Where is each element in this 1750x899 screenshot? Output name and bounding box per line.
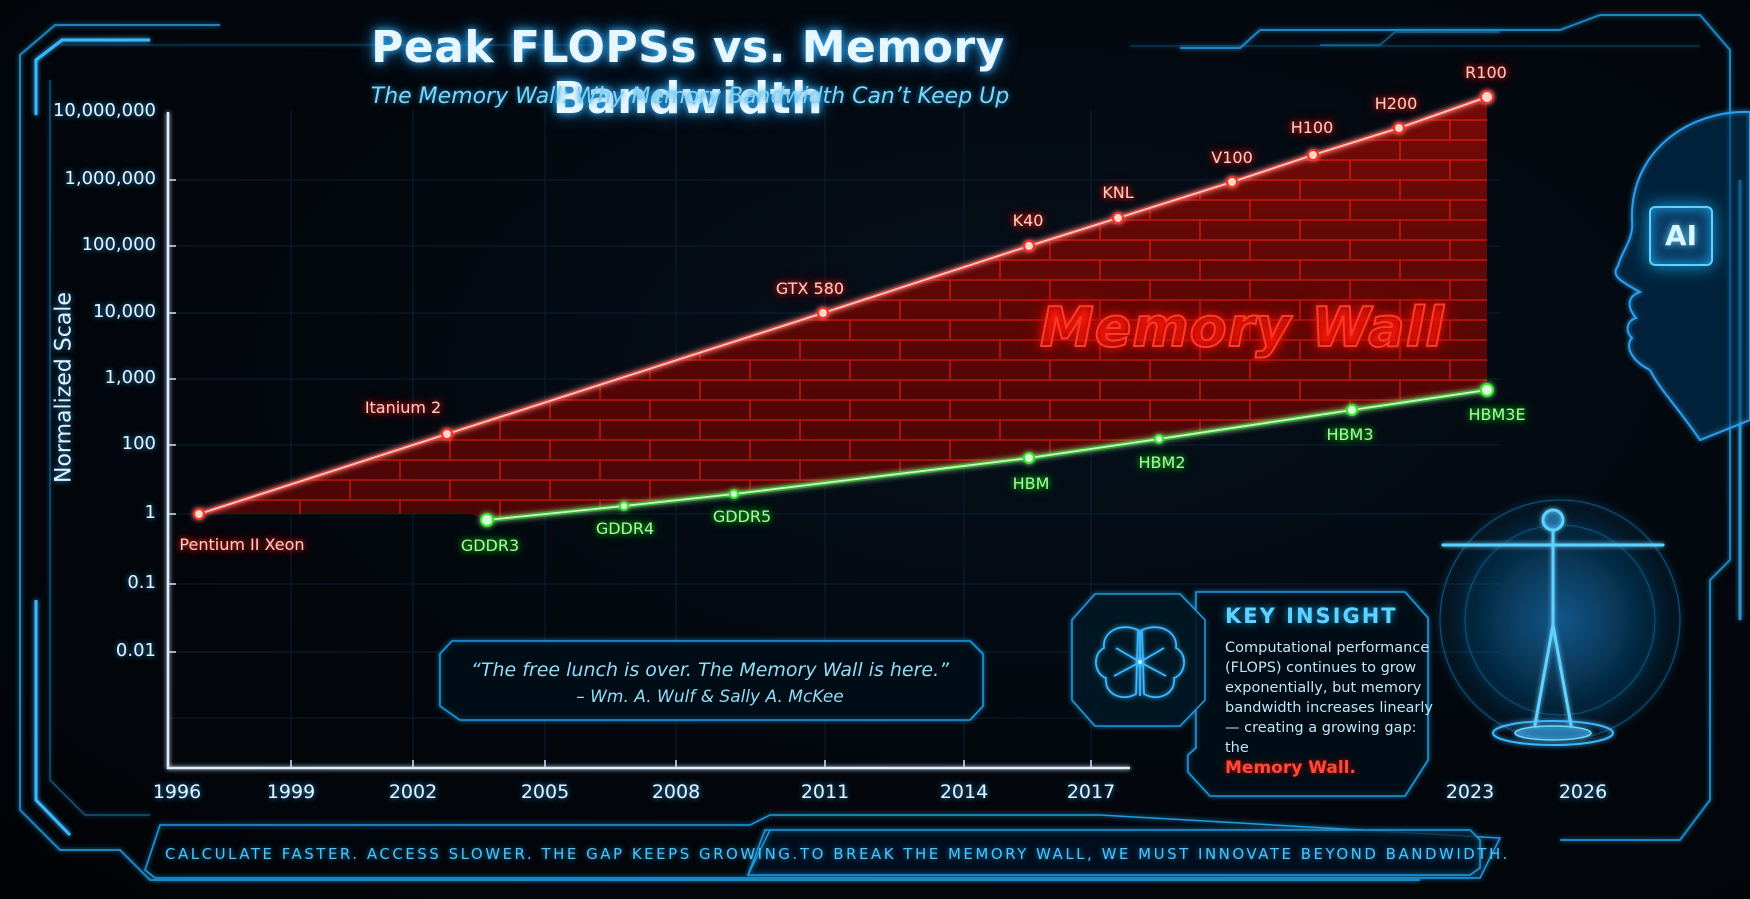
bandwidth-point-label: HBM3 [1326, 425, 1374, 444]
flops-point [1023, 240, 1035, 252]
x-tick-label: 1996 [152, 781, 202, 803]
flops-point-label: GTX 580 [775, 279, 845, 298]
hologram-figure-illustration [1430, 490, 1690, 750]
ai-head-illustration [1614, 110, 1750, 442]
x-tick-label: 2023 [1445, 781, 1495, 803]
flops-point [441, 428, 453, 440]
bandwidth-point-label: HBM [1012, 474, 1050, 493]
x-tick-label: 1999 [266, 781, 316, 803]
flops-point [1307, 149, 1319, 161]
x-tick-label: 2005 [520, 781, 570, 803]
bandwidth-point [480, 513, 494, 527]
flops-point-label: R100 [1465, 63, 1507, 82]
insight-title: KEY INSIGHT [1225, 604, 1398, 628]
flops-point-label: KNL [1102, 183, 1134, 202]
bandwidth-series [480, 383, 1494, 527]
y-tick-label: 100,000 [81, 234, 156, 255]
footer-right-text: TO BREAK THE MEMORY WALL, WE MUST INNOVA… [800, 845, 1510, 863]
insight-body: Computational performance (FLOPS) contin… [1225, 638, 1435, 779]
flops-point-label: Pentium II Xeon [179, 535, 305, 554]
flops-point [817, 307, 829, 319]
y-tick-label: 10,000 [93, 301, 156, 322]
footer-left-text: CALCULATE FASTER. ACCESS SLOWER. THE GAP… [165, 845, 800, 863]
flops-point-label: H200 [1374, 94, 1418, 113]
y-tick-label: 1,000 [104, 367, 156, 388]
x-tick-label: 2002 [388, 781, 438, 803]
bandwidth-point-label: GDDR5 [712, 507, 772, 526]
x-tick-label: 2026 [1558, 781, 1608, 803]
x-tick-label: 2008 [651, 781, 701, 803]
footer-frame [144, 814, 1502, 879]
quote-box: “The free lunch is over. The Memory Wall… [440, 641, 980, 719]
bandwidth-point [1023, 452, 1035, 464]
brain-icon [1095, 626, 1185, 699]
memory-wall-label: Memory Wall [1039, 295, 1445, 360]
flops-point-label: H100 [1290, 118, 1334, 137]
quote-text: “The free lunch is over. The Memory Wall… [471, 659, 949, 681]
insight-text: Computational performance (FLOPS) contin… [1225, 640, 1433, 756]
flops-series [193, 90, 1494, 520]
x-tick-label: 2014 [939, 781, 989, 803]
bandwidth-point [619, 501, 629, 511]
bandwidth-point-label: HBM2 [1138, 453, 1186, 472]
bandwidth-point-label: HBM3E [1468, 405, 1526, 424]
y-tick-label: 1,000,000 [64, 168, 156, 189]
flops-point-label: V100 [1211, 148, 1253, 167]
quote-box-frame [439, 640, 984, 721]
flops-point [1112, 212, 1124, 224]
y-tick-label: 10,000,000 [52, 100, 156, 121]
flops-point-label: Itanium 2 [364, 398, 442, 417]
y-tick-label: 0.1 [127, 572, 156, 593]
x-tick-label: 2017 [1066, 781, 1116, 803]
y-tick-label: 1 [144, 502, 156, 523]
bandwidth-point [1154, 434, 1164, 444]
chart-subtitle: The Memory Wall: Why Memory Bandwidth Ca… [370, 84, 1010, 109]
bandwidth-point-label: GDDR4 [595, 519, 655, 538]
bandwidth-point [729, 489, 739, 499]
quote-attribution: – Wm. A. Wulf & Sally A. McKee [576, 687, 844, 707]
insight-highlight: Memory Wall. [1225, 758, 1356, 778]
flops-point-label: K40 [1012, 211, 1044, 230]
flops-point [1393, 122, 1405, 134]
y-tick-label: 100 [121, 433, 156, 454]
chart-title: Peak FLOPSs vs. Memory Bandwidth [371, 22, 1005, 124]
bandwidth-point [1346, 404, 1358, 416]
axis-ticks [168, 179, 1092, 768]
bandwidth-point-label: GDDR3 [460, 536, 520, 555]
x-tick-label: 2011 [800, 781, 850, 803]
flops-point [1480, 90, 1494, 104]
y-tick-label: 0.01 [115, 640, 156, 661]
flops-point [193, 508, 205, 520]
axes [166, 112, 1130, 770]
flops-point [1226, 176, 1238, 188]
bandwidth-point [1480, 383, 1494, 397]
ai-chip-icon: AI [1649, 206, 1713, 266]
